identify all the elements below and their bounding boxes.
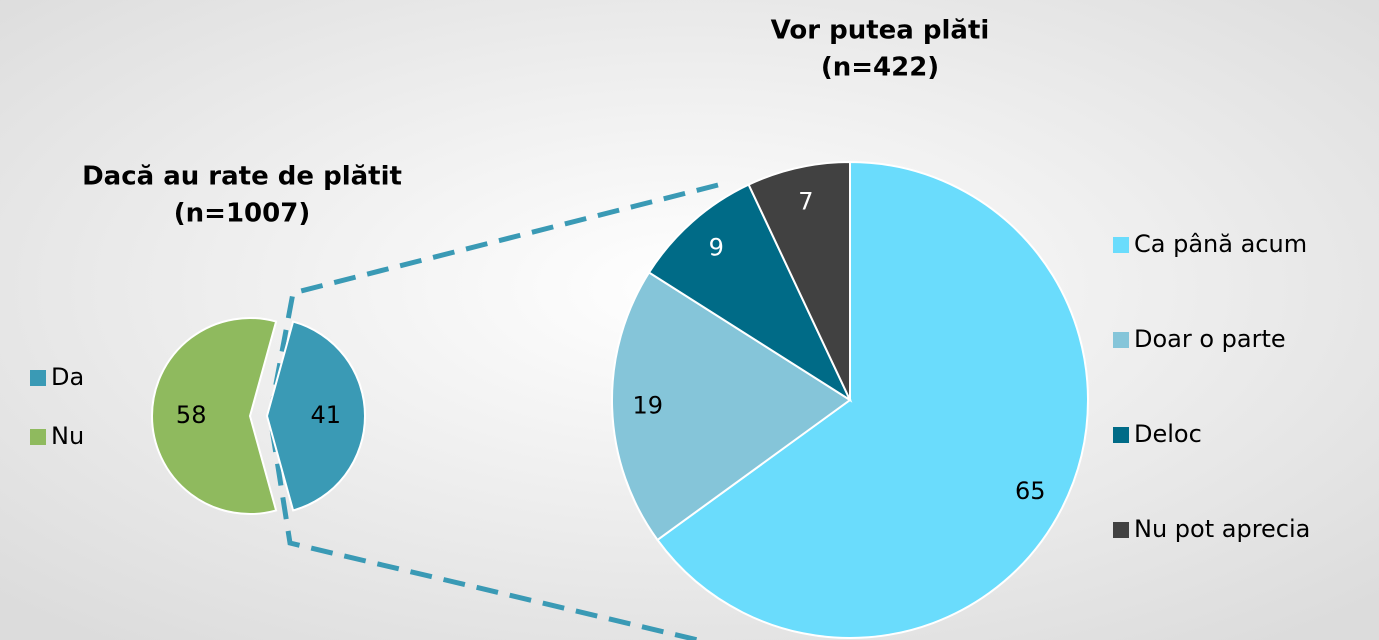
pie-slice: [647, 183, 853, 403]
data-label: 9: [709, 233, 724, 261]
legend-label: Nu pot aprecia: [1134, 515, 1310, 543]
data-label: 7: [798, 188, 813, 216]
legend-swatch: [1113, 427, 1129, 443]
legend-swatch: [30, 370, 46, 386]
data-label: 41: [311, 401, 342, 429]
legend-label: Da: [51, 363, 84, 391]
legend-label: Doar o parte: [1134, 325, 1286, 353]
pie-slice: [151, 317, 278, 515]
data-label: 58: [176, 401, 207, 429]
pie-slice: [656, 160, 1089, 639]
legend-swatch: [30, 429, 46, 445]
data-label: 65: [1015, 477, 1046, 505]
legend-label: Deloc: [1134, 420, 1202, 448]
pie-slice: [747, 160, 851, 401]
chart-subtitle: (n=422): [821, 53, 939, 83]
legend-label: Nu: [51, 422, 84, 450]
chart-title: Dacă au rate de plătit: [82, 162, 402, 192]
legend-swatch: [1113, 237, 1129, 253]
data-label: 19: [633, 391, 664, 419]
legend-swatch: [1113, 332, 1129, 348]
legend-label: Ca până acum: [1134, 230, 1307, 258]
pie-slice: [265, 320, 366, 512]
chart-subtitle: (n=1007): [174, 199, 310, 229]
chart-title: Vor putea plăti: [771, 16, 990, 46]
pie-slice: [611, 271, 852, 542]
legend-swatch: [1113, 522, 1129, 538]
